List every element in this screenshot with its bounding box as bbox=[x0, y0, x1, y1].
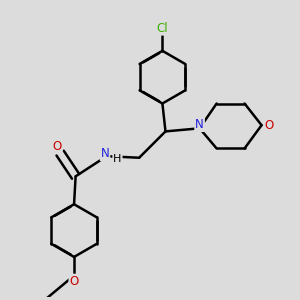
Text: H: H bbox=[113, 154, 122, 164]
Text: O: O bbox=[69, 274, 79, 288]
Text: O: O bbox=[265, 119, 274, 132]
Text: N: N bbox=[195, 118, 204, 131]
Text: O: O bbox=[52, 140, 62, 153]
Text: N: N bbox=[101, 147, 110, 160]
Text: Cl: Cl bbox=[157, 22, 168, 35]
